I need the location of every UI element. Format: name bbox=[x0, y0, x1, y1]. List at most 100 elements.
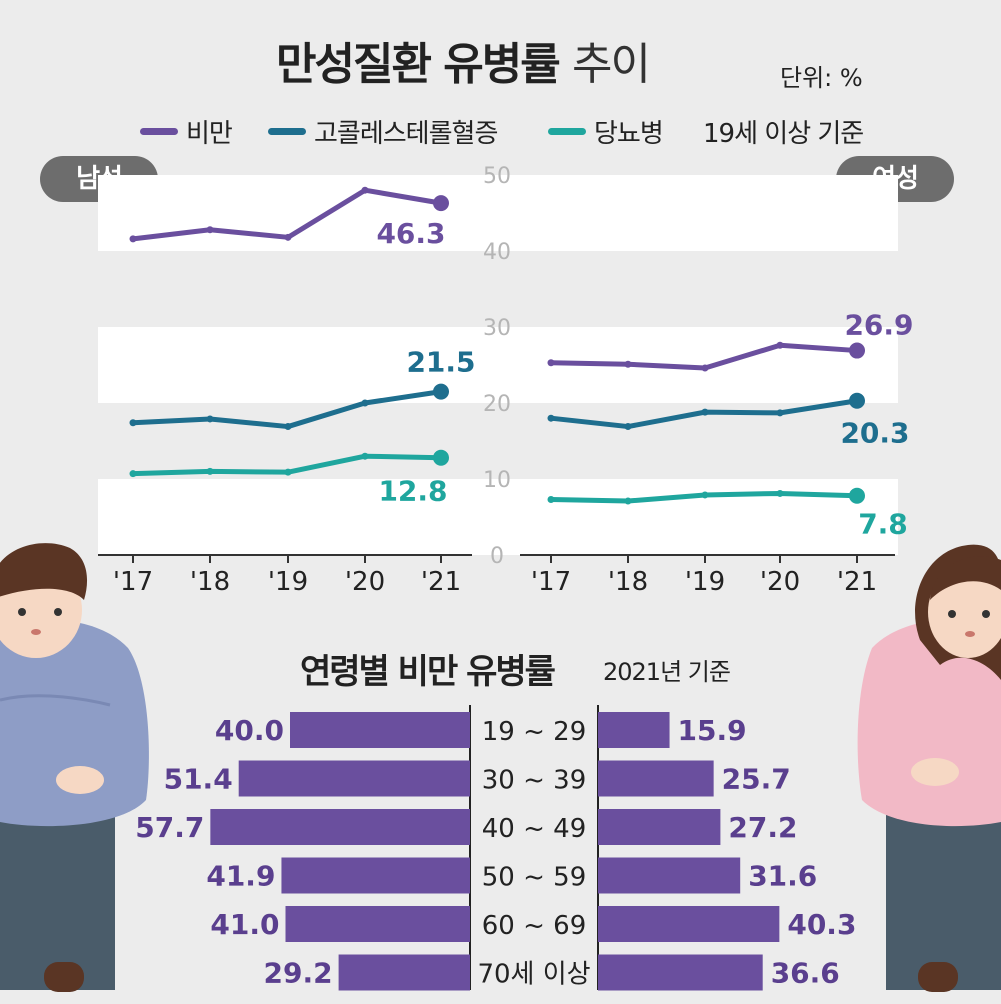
age-category-label: 70세 이상 bbox=[477, 960, 590, 990]
age-category-label: 60 ~ 69 bbox=[482, 911, 586, 941]
line-series: 46.3 21.5 12.8 26.9 20.3 7.8 bbox=[129, 186, 914, 541]
female-bar bbox=[598, 712, 670, 748]
male-data-point bbox=[361, 399, 369, 407]
legend-swatch-cholesterol bbox=[268, 128, 306, 135]
female-data-point bbox=[776, 409, 784, 417]
x-tick-label: '21 bbox=[837, 567, 877, 597]
female-bar-label: 27.2 bbox=[728, 811, 797, 844]
page-subtitle: 추이 bbox=[572, 39, 651, 90]
male-bar bbox=[238, 760, 470, 797]
x-tick-label: '17 bbox=[531, 567, 571, 597]
x-tick-label: '17 bbox=[113, 567, 153, 597]
grid-band bbox=[98, 175, 898, 251]
x-tick-label: '18 bbox=[190, 567, 230, 597]
female-bar bbox=[598, 760, 714, 797]
female-data-label: 7.8 bbox=[858, 508, 908, 541]
grid-bands bbox=[98, 175, 898, 555]
male-data-point bbox=[129, 419, 137, 427]
female-bar-label: 15.9 bbox=[678, 714, 747, 747]
grid-band bbox=[98, 327, 898, 403]
age-section-title: 연령별 비만 유병률 bbox=[300, 652, 556, 692]
legend-swatch-diabetes bbox=[548, 128, 586, 135]
female-data-point bbox=[776, 489, 784, 497]
male-bar bbox=[338, 954, 470, 991]
female-data-point bbox=[624, 360, 632, 368]
male-data-point bbox=[284, 423, 292, 431]
male-data-point bbox=[206, 467, 214, 475]
male-bar-label: 51.4 bbox=[164, 763, 233, 796]
legend-label: 고콜레스테롤혈증 bbox=[314, 119, 498, 149]
unit-label: 단위: % bbox=[780, 64, 863, 92]
male-bar-label: 29.2 bbox=[264, 957, 333, 990]
female-data-label: 26.9 bbox=[844, 309, 913, 342]
legend-item-obesity: 비만 bbox=[140, 113, 233, 150]
male-bar bbox=[281, 857, 470, 894]
female-data-point bbox=[701, 364, 709, 372]
male-data-point bbox=[433, 195, 449, 212]
male-data-point bbox=[433, 383, 449, 400]
age-bars: 40.0 15.9 19 ~ 29 51.4 25.7 30 ~ 39 57.7 27.2 40… bbox=[135, 705, 856, 991]
age-section-subtitle: 2021년 기준 bbox=[603, 658, 731, 686]
male-data-point bbox=[206, 415, 214, 423]
female-data-label: 20.3 bbox=[840, 417, 909, 450]
female-bar-label: 25.7 bbox=[722, 763, 791, 796]
male-data-label: 12.8 bbox=[378, 475, 447, 508]
x-tick-label: '19 bbox=[268, 567, 308, 597]
x-tick-label: '21 bbox=[421, 567, 461, 597]
axes: '17 '18 '19 '20 '21 '17 '18 '19 '20 '21 0 10 20 30 40 5… bbox=[98, 164, 895, 597]
page-title: 만성질환 유병률 추이 bbox=[276, 39, 651, 90]
legend-swatch-obesity bbox=[140, 128, 178, 135]
male-data-point bbox=[433, 449, 449, 466]
female-data-point bbox=[701, 408, 709, 416]
y-tick-label: 10 bbox=[483, 468, 511, 493]
male-bar-label: 41.0 bbox=[210, 908, 279, 941]
female-bar-label: 36.6 bbox=[771, 957, 840, 990]
legend-label: 비만 bbox=[186, 119, 233, 149]
x-tick-label: '18 bbox=[608, 567, 648, 597]
age-category-label: 40 ~ 49 bbox=[482, 814, 586, 844]
female-data-point bbox=[849, 487, 865, 504]
age-category-label: 50 ~ 59 bbox=[482, 863, 586, 893]
male-bar bbox=[290, 712, 470, 748]
male-data-point bbox=[206, 226, 214, 234]
legend-item-diabetes: 당뇨병 bbox=[548, 113, 664, 150]
female-data-point bbox=[849, 342, 865, 359]
male-bar-label: 57.7 bbox=[135, 811, 204, 844]
female-data-point bbox=[547, 359, 555, 367]
male-data-point bbox=[129, 470, 137, 478]
y-tick-label: 50 bbox=[483, 164, 511, 189]
female-data-point bbox=[849, 392, 865, 409]
female-bar bbox=[598, 906, 780, 942]
male-bar-label: 40.0 bbox=[215, 714, 284, 747]
legend-item-cholesterol: 고콜레스테롤혈증 bbox=[268, 113, 498, 150]
age-category-label: 30 ~ 39 bbox=[482, 766, 586, 796]
y-tick-label: 30 bbox=[483, 316, 511, 341]
male-data-point bbox=[284, 468, 292, 476]
male-data-point bbox=[129, 235, 137, 243]
female-character-illustration bbox=[857, 544, 1001, 992]
male-data-label: 21.5 bbox=[406, 346, 475, 379]
male-bar bbox=[210, 809, 470, 845]
female-bar bbox=[598, 809, 721, 845]
female-data-point bbox=[547, 496, 555, 504]
legend-note: 19세 이상 기준 bbox=[703, 119, 864, 149]
y-tick-label: 40 bbox=[483, 240, 511, 265]
female-data-point bbox=[701, 491, 709, 499]
female-data-point bbox=[624, 423, 632, 431]
female-data-point bbox=[624, 497, 632, 505]
female-bar-label: 31.6 bbox=[748, 860, 817, 893]
male-data-point bbox=[361, 452, 369, 460]
male-bar bbox=[285, 906, 470, 942]
male-data-point bbox=[361, 186, 369, 194]
x-tick-label: '20 bbox=[760, 567, 800, 597]
female-bar bbox=[598, 857, 741, 894]
male-data-label: 46.3 bbox=[376, 217, 445, 250]
x-tick-label: '20 bbox=[345, 567, 385, 597]
female-bar bbox=[598, 954, 763, 991]
male-bar-label: 41.9 bbox=[206, 860, 275, 893]
female-data-point bbox=[776, 341, 784, 349]
y-tick-label: 0 bbox=[490, 544, 504, 569]
female-data-point bbox=[547, 414, 555, 422]
age-category-label: 19 ~ 29 bbox=[482, 717, 586, 747]
